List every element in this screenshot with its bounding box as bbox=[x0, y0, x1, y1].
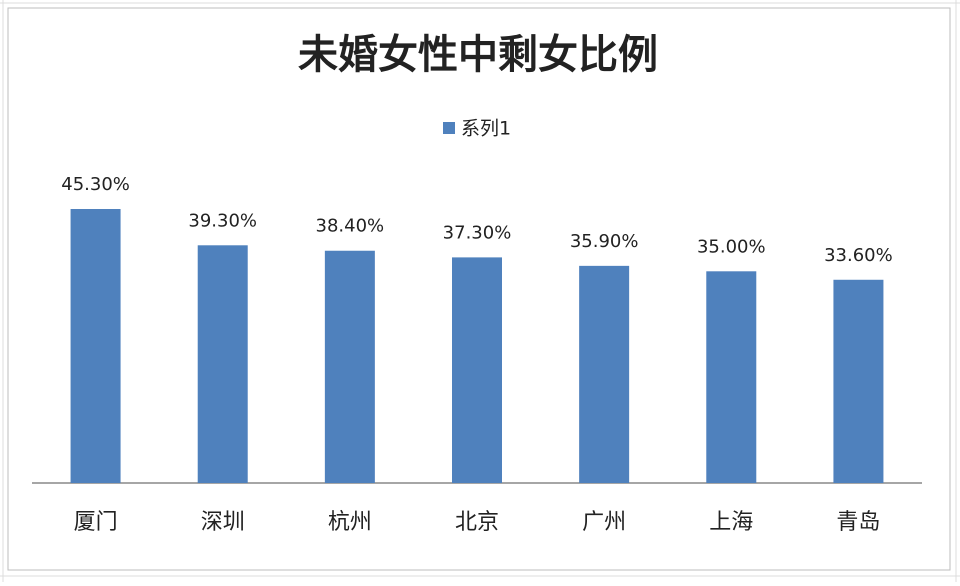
bar bbox=[706, 271, 757, 483]
chart-title: 未婚女性中剩女比例 bbox=[298, 32, 658, 78]
bar bbox=[579, 265, 630, 483]
x-tick-label: 青岛 bbox=[836, 510, 880, 535]
x-tick-label: 北京 bbox=[455, 510, 499, 535]
value-label: 33.60% bbox=[824, 245, 893, 266]
value-label: 35.00% bbox=[697, 236, 766, 257]
value-label: 45.30% bbox=[61, 174, 130, 195]
bar bbox=[197, 245, 248, 483]
value-label: 35.90% bbox=[570, 231, 639, 252]
x-tick-label: 深圳 bbox=[201, 510, 245, 535]
legend-swatch bbox=[443, 122, 455, 134]
bar bbox=[70, 209, 121, 483]
value-label: 38.40% bbox=[316, 216, 385, 237]
bar bbox=[833, 279, 884, 483]
value-label: 37.30% bbox=[443, 222, 512, 243]
x-tick-label: 厦门 bbox=[74, 510, 118, 535]
legend-label: 系列1 bbox=[461, 118, 511, 140]
x-tick-label: 广州 bbox=[582, 510, 626, 535]
x-tick-label: 上海 bbox=[709, 510, 753, 535]
bar bbox=[452, 257, 502, 483]
bar bbox=[324, 250, 375, 483]
value-label: 39.30% bbox=[188, 210, 257, 231]
x-tick-label: 杭州 bbox=[328, 510, 372, 535]
